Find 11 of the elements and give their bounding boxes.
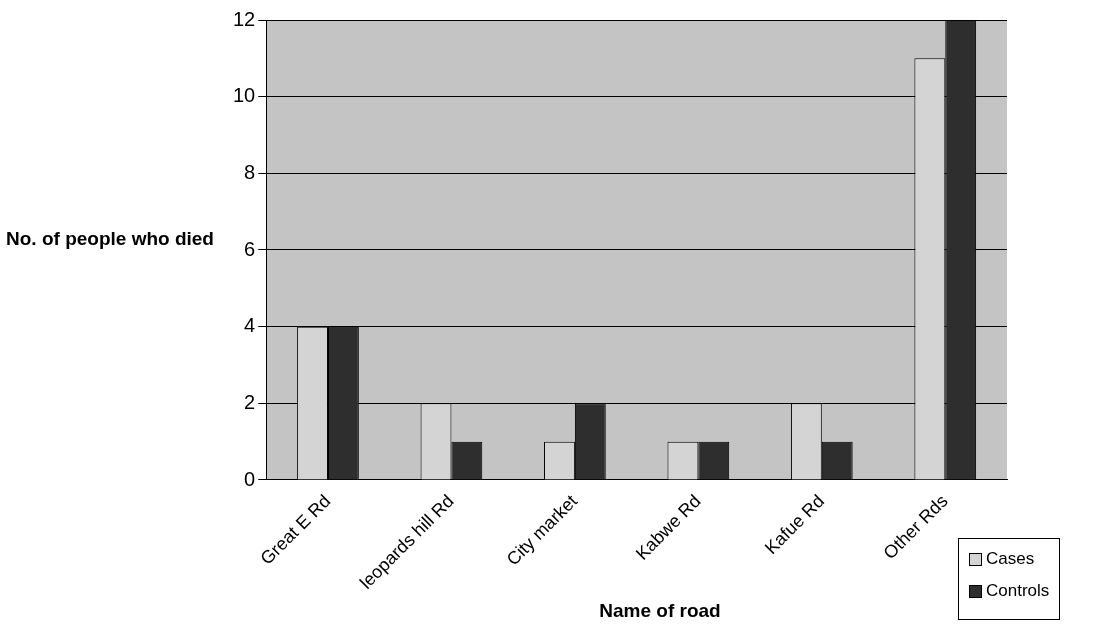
y-tick-label: 10	[233, 84, 256, 107]
y-tick-label: 6	[244, 237, 256, 260]
y-tick-label: 12	[233, 7, 256, 30]
legend-label: Cases	[986, 549, 1035, 569]
y-tick-label: 8	[244, 160, 256, 183]
legend-label: Controls	[986, 581, 1050, 601]
y-tick-label: 4	[244, 314, 256, 337]
x-axis-title: Name of road	[598, 600, 722, 622]
y-axis-title: No. of people who died	[5, 227, 215, 251]
y-tick-label: 0	[244, 467, 256, 490]
y-tick-label: 2	[244, 390, 256, 413]
